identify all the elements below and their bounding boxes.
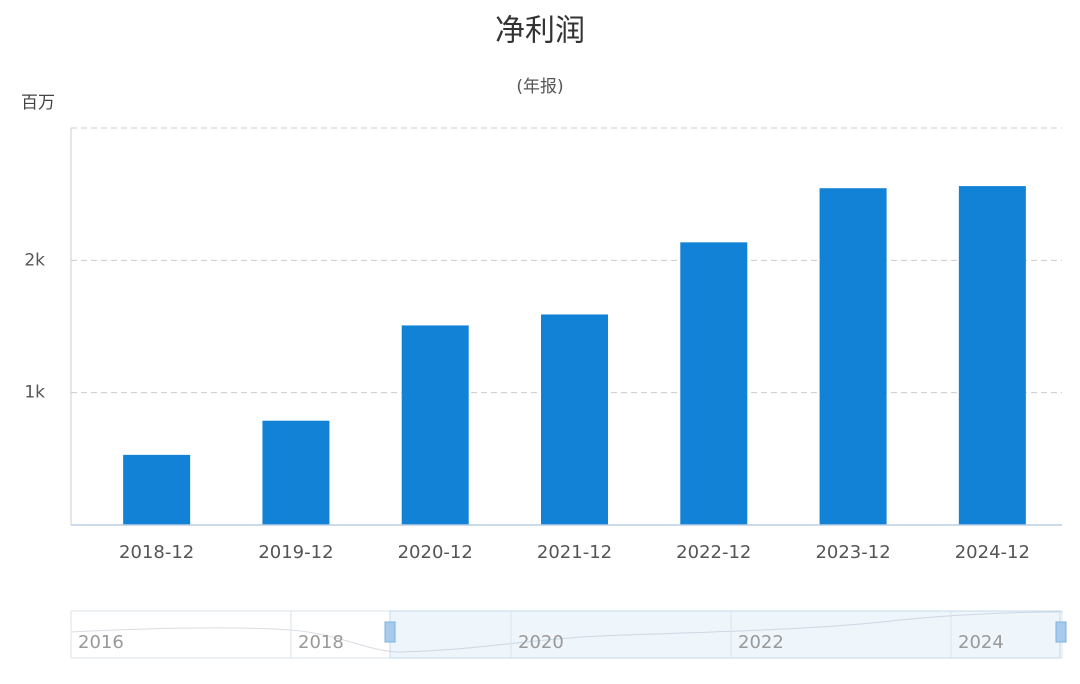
zoom-label: 2022	[738, 632, 784, 653]
bar	[680, 242, 748, 525]
zoom-slider[interactable]	[70, 610, 1067, 659]
zoom-label: 2018	[298, 632, 344, 653]
zoom-window[interactable]	[389, 610, 1061, 659]
bar	[401, 325, 469, 525]
x-tick-label: 2022-12	[676, 542, 751, 563]
x-tick-label: 2020-12	[398, 542, 473, 563]
zoom-track	[70, 610, 1063, 659]
x-tick-label: 2024-12	[955, 542, 1030, 563]
zoom-label: 2024	[958, 632, 1004, 653]
zoom-label: 2020	[518, 632, 564, 653]
bar	[123, 454, 191, 525]
bar	[262, 420, 330, 525]
zoom-handle[interactable]	[384, 621, 396, 643]
x-tick-label: 2019-12	[258, 542, 333, 563]
bar	[958, 186, 1026, 525]
bar	[541, 314, 608, 525]
chart-title: 净利润	[495, 14, 585, 49]
zoom-preview	[70, 611, 1063, 653]
bar	[819, 188, 887, 525]
zoom-handle[interactable]	[1055, 621, 1067, 643]
zoom-label: 2016	[78, 632, 124, 653]
y-tick-label: 2k	[24, 250, 45, 270]
y-tick-label: 1k	[24, 383, 45, 403]
y-unit: 百万	[21, 93, 55, 113]
x-tick-label: 2023-12	[815, 542, 890, 563]
x-tick-label: 2021-12	[537, 542, 612, 563]
chart-subtitle: (年报)	[516, 77, 563, 97]
x-tick-label: 2018-12	[119, 542, 194, 563]
